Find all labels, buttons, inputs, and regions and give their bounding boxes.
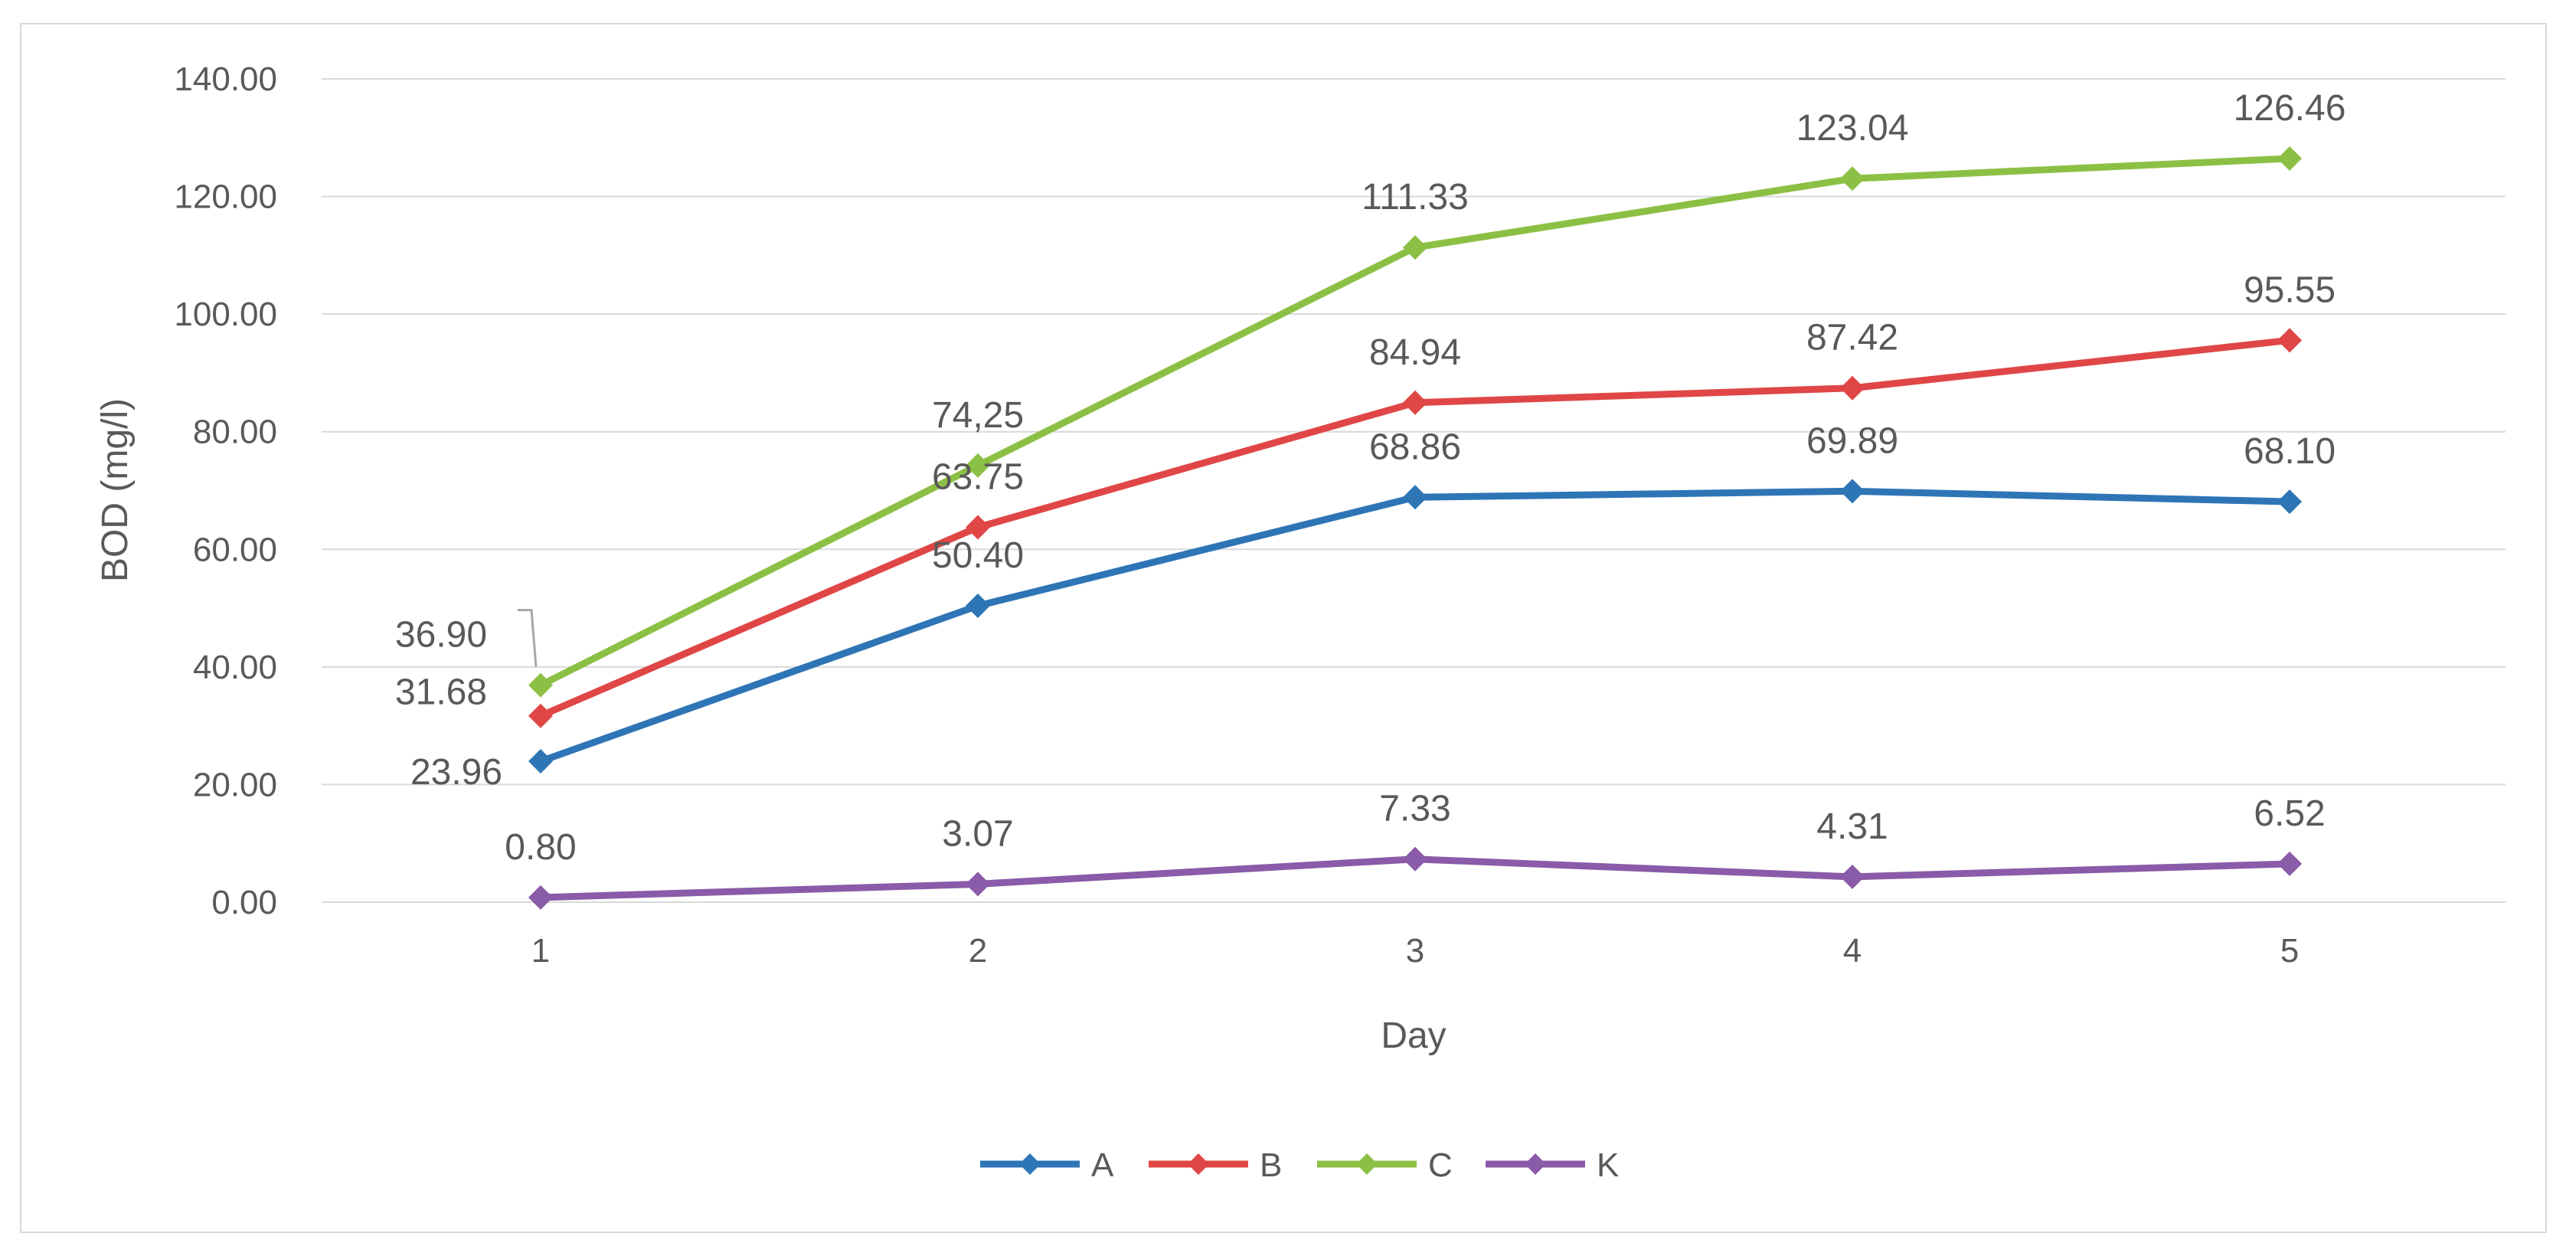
gridlines [322,78,2506,903]
legend-label: B [1260,1146,1282,1184]
legend-label: K [1597,1146,1619,1184]
y-tick-label: 60.00 [193,531,277,568]
y-axis-title: BOD (mg/l) [95,398,136,582]
data-labels: 23.96 50.40 68.86 69.89 68.10 31.68 63.75 84.94… [395,88,2346,868]
data-point-B [1403,390,1427,415]
y-tick-labels: 0.00 20.00 40.00 60.00 80.00 100.00 120.00 140.… [174,61,277,921]
data-label-B: 31.68 [395,672,487,713]
data-point-A [1403,485,1427,510]
data-point-K [528,885,553,910]
data-label-K: 6.52 [2254,793,2325,834]
data-label-A: 68.86 [1369,427,1461,467]
legend-marker [1525,1153,1546,1175]
data-label-C: 126.46 [2234,88,2346,129]
data-label-B: 84.94 [1369,332,1461,373]
legend-marker [1019,1153,1041,1175]
x-tick-label: 3 [1406,932,1424,970]
data-point-A [1840,479,1865,504]
data-point-B [1840,375,1865,401]
legend-marker [1188,1153,1209,1175]
data-point-C [966,453,990,478]
data-point-A [966,594,990,618]
y-tick-label: 0.00 [211,884,277,921]
legend-label: A [1091,1146,1114,1184]
x-tick-labels: 1 2 3 4 5 [531,932,2299,970]
data-point-B [966,515,990,540]
data-label-K: 0.80 [505,827,576,868]
data-point-C [528,672,553,698]
data-label-K: 7.33 [1379,789,1450,829]
chart-frame [20,23,2547,1233]
data-point-K [1840,864,1865,889]
data-point-A [2277,489,2302,515]
data-point-A [528,749,553,774]
x-axis-title: Day [1381,1016,1446,1056]
data-label-B: 95.55 [2244,270,2336,310]
legend-item-B: B [1149,1146,1282,1184]
y-tick-label: 20.00 [193,766,277,803]
data-point-K [966,872,990,897]
y-tick-label: 80.00 [193,414,277,451]
data-label-C: 111.33 [1362,177,1469,218]
data-label-K: 3.07 [942,813,1013,854]
data-label-A: 68.10 [2244,431,2336,472]
y-tick-label: 120.00 [174,178,277,216]
data-label-C: 123.04 [1796,108,1909,149]
legend-item-A: A [980,1146,1114,1184]
data-point-K [1403,846,1427,872]
x-tick-label: 4 [1843,932,1862,970]
legend-item-C: C [1317,1146,1453,1184]
x-tick-label: 1 [531,932,550,970]
data-point-C [2277,146,2302,171]
x-tick-label: 5 [2280,932,2299,970]
data-label-A: 50.40 [932,535,1024,576]
data-point-C [1403,235,1427,260]
data-point-B [528,703,553,728]
series-lines [528,146,2302,910]
x-tick-label: 2 [969,932,987,970]
data-label-K: 4.31 [1816,806,1888,847]
data-label-B: 63.75 [932,456,1024,497]
series-line-A [537,487,2293,765]
legend-label: C [1428,1146,1453,1184]
data-point-K [2277,851,2302,876]
data-point-B [2277,328,2302,353]
legend-item-K: K [1486,1146,1619,1184]
data-label-B: 87.42 [1806,318,1898,358]
y-tick-label: 140.00 [174,61,277,98]
leader-line [518,609,538,667]
y-tick-label: 40.00 [193,649,277,686]
legend-marker [1356,1153,1378,1175]
data-label-C: 36.90 [395,615,487,656]
data-point-C [1840,166,1865,191]
data-label-A: 69.89 [1806,420,1898,461]
y-tick-label: 100.00 [174,296,277,333]
data-label-A: 23.96 [410,752,502,793]
data-label-C: 74,25 [932,395,1024,436]
